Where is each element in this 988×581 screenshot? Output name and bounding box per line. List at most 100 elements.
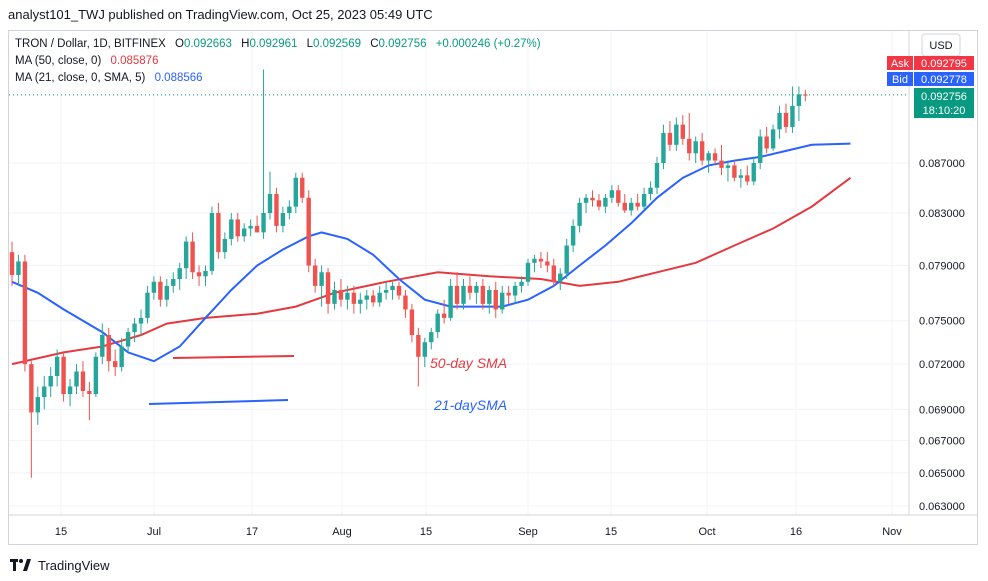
candle-body	[403, 296, 407, 310]
candle-body	[345, 293, 349, 300]
candle-body	[242, 228, 246, 236]
footer-brand: TradingView	[38, 558, 110, 573]
candle	[358, 293, 362, 314]
candle-body	[719, 161, 723, 168]
candle-body	[274, 194, 278, 226]
candle	[158, 276, 162, 306]
candle-body	[481, 286, 485, 304]
candle	[397, 282, 401, 300]
svg-text:MA (50, close, 0) 0.08: MA (50, close, 0) 0.085876	[15, 55, 158, 67]
candle	[764, 127, 768, 153]
candle-body	[629, 203, 633, 211]
candle-body	[790, 106, 794, 127]
candle	[307, 190, 311, 272]
candle-body	[610, 190, 614, 198]
candle	[42, 376, 46, 409]
candle-body	[107, 335, 111, 361]
candle-body	[694, 141, 698, 153]
candle	[474, 282, 478, 304]
candle-body	[597, 200, 601, 206]
candle-body	[565, 246, 569, 274]
time-tick-label: 15	[420, 526, 432, 538]
candle-body	[577, 203, 581, 226]
price-tick-label: 0.075000	[919, 316, 965, 328]
candle-body	[152, 282, 156, 293]
candle-body	[307, 198, 311, 266]
candle-body	[674, 125, 678, 145]
candle	[803, 90, 807, 101]
candle	[171, 272, 175, 293]
candle-body	[687, 139, 691, 153]
candle-body	[681, 125, 685, 139]
candle-body	[552, 266, 556, 282]
candle	[332, 282, 336, 310]
candle-body	[352, 293, 356, 304]
time-tick-label: Oct	[698, 526, 715, 538]
candle	[745, 165, 749, 185]
legend-ma50-label: MA (50, close, 0)	[15, 55, 101, 67]
candle-body	[758, 136, 762, 163]
candle-body	[590, 198, 594, 201]
price-chart[interactable]: 50-day SMA 21-daySMA TRON / Dollar, 1D, …	[9, 31, 977, 544]
candle-body	[319, 272, 323, 286]
candle-body	[784, 113, 788, 127]
candle-body	[442, 314, 446, 318]
candle-body	[165, 286, 169, 300]
candle	[623, 194, 627, 213]
candle-body	[616, 190, 620, 203]
candle	[390, 282, 394, 300]
candle	[287, 200, 291, 219]
candle-body	[532, 259, 536, 263]
time-tick-label: 16	[790, 526, 802, 538]
candle	[216, 203, 220, 259]
price-tick-label: 0.063000	[919, 501, 965, 513]
candle	[487, 286, 491, 314]
candle	[326, 268, 330, 313]
candle	[739, 169, 743, 188]
candle-body	[119, 347, 123, 368]
candle-body	[448, 286, 452, 318]
candle-body	[558, 274, 562, 282]
candle	[236, 213, 240, 242]
candle	[494, 282, 498, 318]
candle-body	[29, 364, 33, 412]
candle	[752, 157, 756, 185]
candle	[145, 286, 149, 324]
candle-body	[10, 252, 14, 275]
legend-h-label: H	[241, 38, 249, 50]
candle-body	[358, 300, 362, 304]
time-scale[interactable]: 15 Jul 17 Aug 15 Sep 15 Oct 16 Nov	[55, 526, 902, 538]
candle-body	[706, 153, 710, 160]
candle-body	[500, 293, 504, 310]
candle	[210, 207, 214, 275]
candle	[790, 86, 794, 132]
candle-body	[126, 332, 130, 346]
candle-body	[764, 136, 768, 148]
candle	[68, 379, 72, 406]
candle	[448, 279, 452, 321]
candle-body	[94, 357, 98, 394]
chart-frame[interactable]: 50-day SMA 21-daySMA TRON / Dollar, 1D, …	[8, 30, 978, 545]
candle-body	[203, 271, 207, 276]
candle-body	[23, 261, 27, 364]
candle-body	[326, 272, 330, 304]
candle-body	[526, 263, 530, 282]
candle	[203, 266, 207, 286]
price-scale[interactable]: 0.087000 0.083000 0.079000 0.075000 0.072000…	[919, 158, 965, 513]
candle	[616, 185, 620, 206]
candle	[597, 194, 601, 210]
annotation-sma21: 21-daySMA	[433, 397, 507, 413]
candle-body	[655, 163, 659, 188]
candle	[694, 136, 698, 163]
candle-body	[74, 372, 78, 387]
time-tick-label: Aug	[332, 526, 352, 538]
candle-body	[519, 282, 523, 286]
candle	[565, 239, 569, 279]
candle-body	[294, 178, 298, 207]
candle	[681, 115, 685, 145]
time-tick-label: 15	[55, 526, 67, 538]
time-tick-label: 15	[605, 526, 617, 538]
candle-body	[797, 94, 801, 106]
candle	[268, 172, 272, 220]
candle-body	[752, 163, 756, 181]
